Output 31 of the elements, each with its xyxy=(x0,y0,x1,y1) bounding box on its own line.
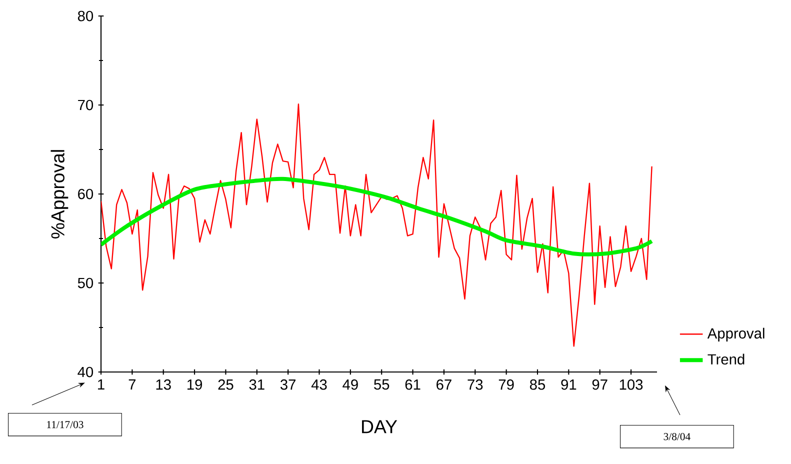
x-axis-title: DAY xyxy=(362,420,398,434)
x-tick-label: 55 xyxy=(374,379,390,390)
y-axis-title: %Approval xyxy=(50,150,68,238)
x-tick-label: 13 xyxy=(156,379,171,390)
y-tick-label: 80 xyxy=(78,10,94,22)
x-tick-label: 7 xyxy=(128,379,136,390)
x-tick-label: 67 xyxy=(436,379,452,390)
y-tick-label: 50 xyxy=(78,278,94,288)
x-tick-label: 103 xyxy=(620,379,643,390)
y-tick-label: 60 xyxy=(78,188,94,200)
text: 11/17/03 xyxy=(47,421,84,428)
x-tick-label: 25 xyxy=(218,379,234,390)
line-series xyxy=(101,176,654,256)
y-tick-label: 40 xyxy=(78,366,94,378)
line-series xyxy=(101,104,652,347)
x-tick-label: 1 xyxy=(98,379,104,390)
x-tick-label: 79 xyxy=(498,379,514,390)
x-tick-label: 91 xyxy=(561,379,576,390)
text: 3/8/04 xyxy=(664,433,690,440)
legend-label: Approval xyxy=(707,328,764,342)
legend-label: Trend xyxy=(708,354,744,365)
x-tick-label: 31 xyxy=(249,379,264,390)
y-tick-label: 70 xyxy=(78,100,94,110)
x-tick-label: 19 xyxy=(187,379,202,390)
x-tick-label: 43 xyxy=(311,379,327,390)
x-tick-label: 85 xyxy=(530,379,546,390)
x-tick-label: 97 xyxy=(592,379,608,390)
x-tick-label: 61 xyxy=(405,379,420,390)
x-tick-label: 49 xyxy=(342,379,358,390)
x-tick-label: 37 xyxy=(280,379,296,390)
x-tick-label: 73 xyxy=(468,379,483,390)
